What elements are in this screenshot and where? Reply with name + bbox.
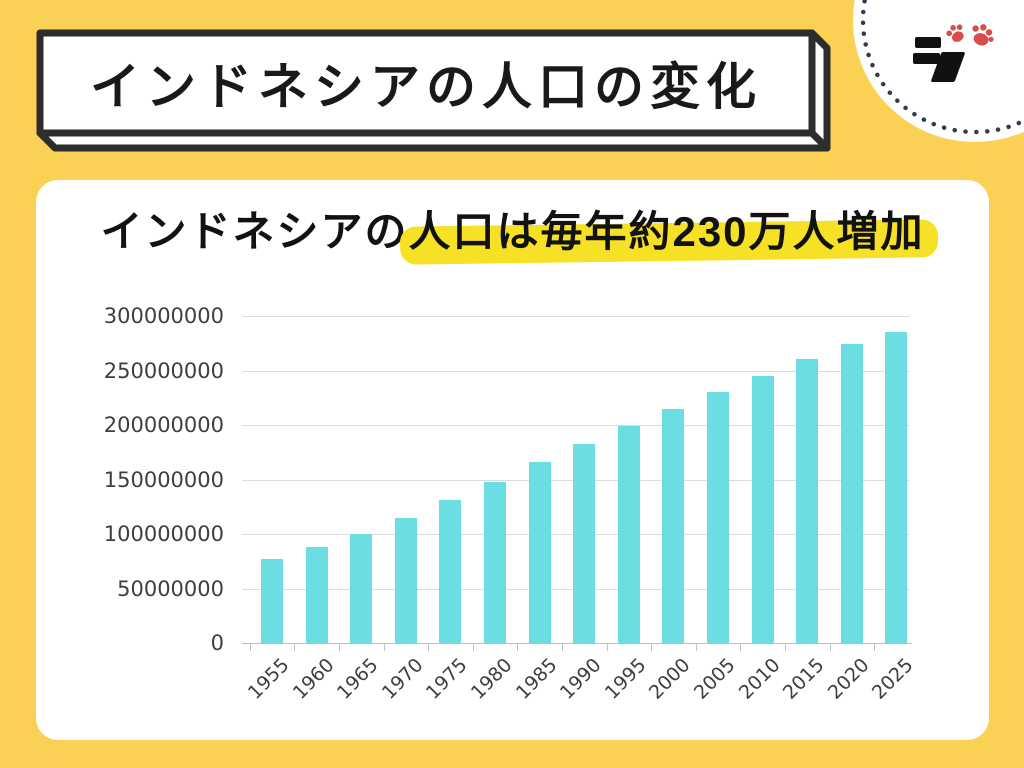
bar-1990 <box>573 443 596 643</box>
x-axis-tick <box>606 644 608 651</box>
logo-equals-bar-icon <box>913 53 940 64</box>
y-axis-label: 250000000 <box>103 358 224 383</box>
bar-2010 <box>751 375 774 643</box>
title-box-3d <box>36 29 831 152</box>
bar-2025 <box>885 332 908 643</box>
paw-prints-icon <box>946 24 994 46</box>
bar-1985 <box>528 462 551 643</box>
gridline <box>242 370 910 372</box>
x-axis-tick <box>651 644 653 651</box>
y-axis-label: 100000000 <box>103 522 224 546</box>
chart-heading: インドネシアの人口は毎年約230万人増加 <box>36 200 989 264</box>
population-bar-chart: 0 50000000 100000000 150000000 200000000 2500… <box>36 180 989 740</box>
bar-1960 <box>305 547 328 643</box>
logo-badge <box>853 0 1024 142</box>
y-axis-label: 150000000 <box>103 467 224 492</box>
x-axis-tick <box>874 644 876 651</box>
heading-highlight: 人口は毎年約230万人増加 <box>408 208 925 255</box>
y-axis-label: 0 <box>210 631 224 655</box>
bar-2000 <box>662 408 685 643</box>
bar-2005 <box>707 392 729 643</box>
brand-logo <box>908 18 1018 93</box>
heading-prefix: インドネシアの <box>100 208 409 255</box>
x-axis-tick <box>249 644 251 651</box>
page-title: インドネシアの人口の変化 <box>90 59 762 115</box>
x-axis-line <box>242 643 912 644</box>
logo-equals-bar-icon <box>915 37 941 48</box>
x-axis-tick <box>561 644 563 651</box>
bar-1980 <box>484 481 506 643</box>
dotted-ring-icon <box>860 0 1024 135</box>
x-axis-tick <box>383 644 385 651</box>
x-axis-tick <box>517 644 519 651</box>
bar-1955 <box>261 559 283 643</box>
x-axis-tick <box>428 644 430 651</box>
gridline <box>242 425 910 426</box>
x-axis-tick <box>784 644 786 651</box>
bar-2015 <box>796 358 819 643</box>
bar-1965 <box>350 534 373 643</box>
bar-2020 <box>840 344 863 643</box>
y-axis-label: 200000000 <box>103 413 224 437</box>
x-axis-tick <box>740 644 742 651</box>
x-axis-tick <box>338 644 340 651</box>
bar-1970 <box>394 517 417 643</box>
x-axis-tick <box>294 644 296 651</box>
bar-1975 <box>439 500 462 643</box>
x-axis-tick <box>472 644 474 651</box>
x-axis-tick <box>695 644 697 651</box>
y-axis-label: 50000000 <box>117 576 224 601</box>
gridline <box>242 316 910 317</box>
y-axis-label: 300000000 <box>103 304 224 328</box>
chart-card: インドネシアの人口は毎年約230万人増加 0 50000000 100000000 1… <box>36 180 989 740</box>
x-axis-tick <box>829 644 831 651</box>
bar-1995 <box>617 426 640 643</box>
